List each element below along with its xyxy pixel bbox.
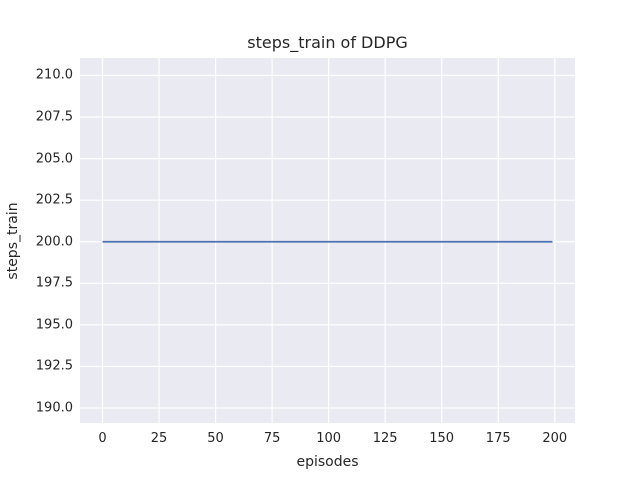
y-tick-label: 207.5 (35, 109, 73, 125)
plot-area (80, 58, 575, 423)
x-tick-label: 100 (316, 431, 342, 446)
y-tick-label: 197.5 (35, 275, 73, 291)
plot-canvas (80, 58, 575, 423)
y-tick-label: 195.0 (35, 317, 73, 333)
x-tick-label: 25 (150, 431, 168, 446)
x-tick-label: 150 (429, 431, 455, 446)
chart-title: steps_train of DDPG (247, 33, 408, 52)
x-tick-label: 75 (263, 431, 281, 446)
y-tick-label: 205.0 (35, 151, 73, 167)
y-tick-label: 200.0 (35, 234, 73, 250)
x-tick-label: 50 (207, 431, 224, 446)
x-tick-label: 200 (542, 431, 568, 446)
y-tick-label: 210.0 (35, 67, 73, 83)
y-tick-label: 202.5 (35, 192, 73, 208)
x-tick-label: 125 (372, 431, 398, 446)
x-axis-label: episodes (296, 454, 359, 470)
x-tick-label: 175 (485, 431, 511, 446)
y-tick-label: 190.0 (35, 400, 73, 416)
x-tick-label: 0 (98, 431, 107, 446)
y-tick-label: 192.5 (35, 358, 73, 374)
